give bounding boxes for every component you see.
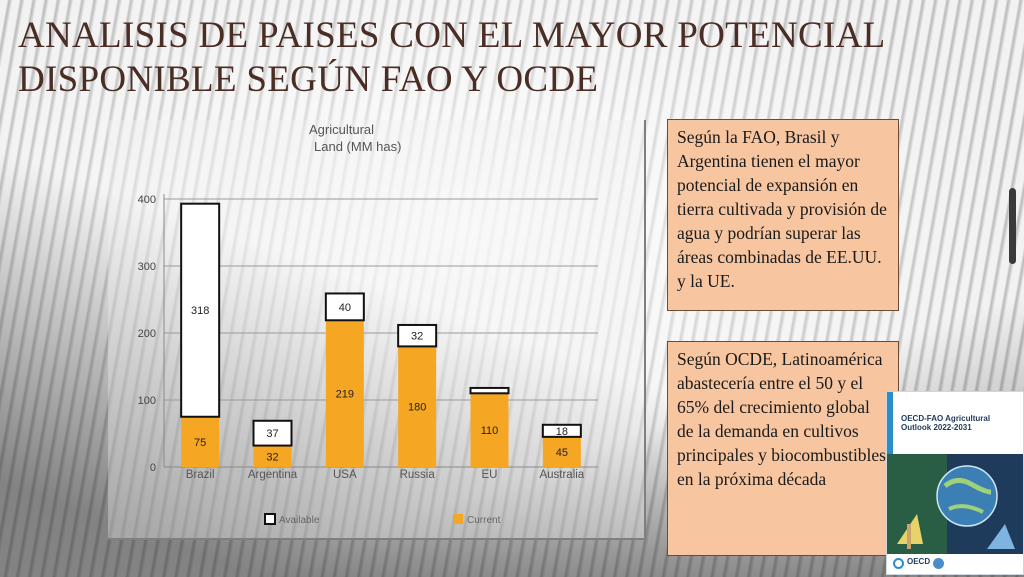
bar-current-label: 75 (194, 437, 206, 449)
x-category-label: USA (333, 469, 357, 481)
y-tick-label: 0 (150, 462, 156, 474)
fao-logo-icon (933, 558, 944, 569)
bar-available (180, 202, 221, 418)
bar-current-label: 45 (556, 447, 568, 459)
stacked-bar-chart: Agricultural Land (MM has) 0 100 200 300 400 75… (138, 122, 598, 526)
globe-illustration-icon (887, 454, 1023, 554)
bar-current (253, 445, 292, 467)
bar-current (181, 416, 220, 467)
bar-available (324, 292, 365, 322)
cover-footer: OECD (887, 554, 1023, 574)
bar-available (541, 423, 582, 438)
bar-current (470, 393, 509, 467)
ocde-note: Según OCDE, Latinoamérica abastecería en… (667, 341, 899, 556)
oecd-fao-outlook-cover: OECD-FAO Agricultural Outlook 2022-2031 … (886, 391, 1024, 575)
y-tick-label: 400 (138, 194, 156, 206)
bar-current-label: 180 (408, 402, 426, 414)
x-category-label: Argentina (248, 469, 298, 481)
bar-current (398, 346, 437, 467)
scrollbar-handle[interactable] (1009, 188, 1016, 264)
oecd-logo-text: OECD (907, 557, 931, 566)
bar-current-label: 32 (266, 451, 278, 463)
x-category-label: Australia (539, 469, 584, 481)
x-category-label: Russia (400, 469, 436, 481)
x-category-label: EU (482, 469, 498, 481)
fao-note: Según la FAO, Brasil y Argentina tienen … (667, 119, 899, 311)
bar-current (542, 436, 581, 467)
bar-available (397, 323, 438, 348)
bar-current (325, 320, 364, 467)
y-tick-label: 200 (138, 328, 156, 340)
y-tick-label: 100 (138, 395, 156, 407)
bar-current-label: 110 (481, 425, 499, 437)
x-category-label: Brazil (186, 469, 215, 481)
slide-title: ANALISIS DE PAISES CON EL MAYOR POTENCIA… (18, 15, 885, 100)
chart-title-line: Land (MM has) (314, 139, 401, 154)
bar-available (252, 419, 293, 447)
cover-stripe (887, 392, 893, 454)
chart-title-line: Agricultural (309, 122, 374, 137)
bar-available (469, 386, 510, 395)
bar-available-label: 318 (191, 305, 209, 317)
bar-available-label: 40 (339, 302, 351, 314)
legend-label: Available (279, 515, 320, 526)
y-tick-label: 300 (138, 261, 156, 273)
legend-label: Current (467, 515, 501, 526)
bar-available-label: 18 (556, 426, 568, 438)
legend-swatch (453, 514, 463, 524)
cover-title: OECD-FAO Agricultural Outlook 2022-2031 (901, 414, 991, 432)
legend-swatch (264, 513, 276, 525)
bar-available-label: 37 (266, 428, 278, 440)
oecd-logo-icon (893, 558, 904, 569)
cover-header: OECD-FAO Agricultural Outlook 2022-2031 (887, 392, 1023, 454)
bar-current-label: 219 (336, 389, 354, 401)
chart-panel: Agricultural Land (MM has) 0 100 200 300 400 75… (108, 120, 646, 540)
bar-available-label: 32 (411, 331, 423, 343)
